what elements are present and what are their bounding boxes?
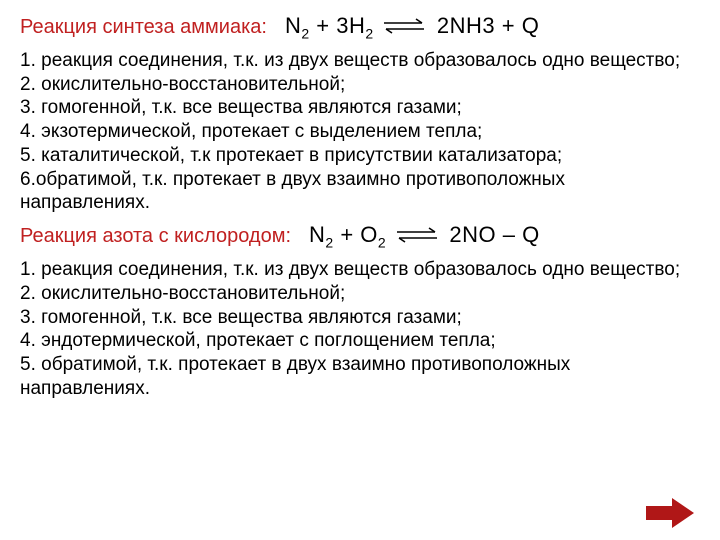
equilibrium-arrow-icon bbox=[382, 18, 426, 34]
next-arrow-button[interactable] bbox=[646, 498, 694, 528]
list-item: 2. окислительно-восстановительной; bbox=[20, 282, 700, 306]
list-item: 5. каталитической, т.к протекает в прису… bbox=[20, 144, 700, 168]
list-item: 4. эндотермической, протекает с поглощен… bbox=[20, 329, 700, 353]
section2-title: Реакция азота с кислородом: bbox=[20, 224, 291, 249]
section1-header: Реакция синтеза аммиака: N2 + 3H2 2NH3 +… bbox=[20, 12, 700, 43]
list-item: 1. реакция соединения, т.к. из двух веще… bbox=[20, 49, 700, 73]
eq1-rhs: 2NH3 + Q bbox=[430, 13, 539, 38]
eq2-lhs-o-sub: 2 bbox=[378, 235, 386, 251]
eq2-rhs: 2NO – Q bbox=[443, 222, 540, 247]
eq2-lhs-mid: + O bbox=[334, 222, 378, 247]
list-item: 2. окислительно-восстановительной; bbox=[20, 73, 700, 97]
eq2-lhs-n: N bbox=[309, 222, 325, 247]
section1-list: 1. реакция соединения, т.к. из двух веще… bbox=[20, 49, 700, 215]
equilibrium-arrow-icon bbox=[395, 227, 439, 243]
slide: Реакция синтеза аммиака: N2 + 3H2 2NH3 +… bbox=[0, 0, 720, 540]
section1-equation: N2 + 3H2 2NH3 + Q bbox=[285, 12, 539, 43]
list-item: 6.обратимой, т.к. протекает в двух взаим… bbox=[20, 168, 700, 216]
list-item: 3. гомогенной, т.к. все вещества являютс… bbox=[20, 306, 700, 330]
eq1-lhs-mid: + 3H bbox=[310, 13, 366, 38]
eq1-lhs-n-sub: 2 bbox=[301, 25, 309, 41]
section2-list: 1. реакция соединения, т.к. из двух веще… bbox=[20, 258, 700, 401]
eq1-lhs-h-sub: 2 bbox=[365, 25, 373, 41]
list-item: 5. обратимой, т.к. протекает в двух взаи… bbox=[20, 353, 700, 401]
list-item: 3. гомогенной, т.к. все вещества являютс… bbox=[20, 96, 700, 120]
eq2-lhs-n-sub: 2 bbox=[325, 235, 333, 251]
section2-equation: N2 + O2 2NO – Q bbox=[309, 221, 540, 252]
eq1-lhs-n: N bbox=[285, 13, 301, 38]
list-item: 4. экзотермической, протекает с выделени… bbox=[20, 120, 700, 144]
section2-header: Реакция азота с кислородом: N2 + O2 2NO … bbox=[20, 221, 700, 252]
section1-title: Реакция синтеза аммиака: bbox=[20, 15, 267, 40]
list-item: 1. реакция соединения, т.к. из двух веще… bbox=[20, 258, 700, 282]
